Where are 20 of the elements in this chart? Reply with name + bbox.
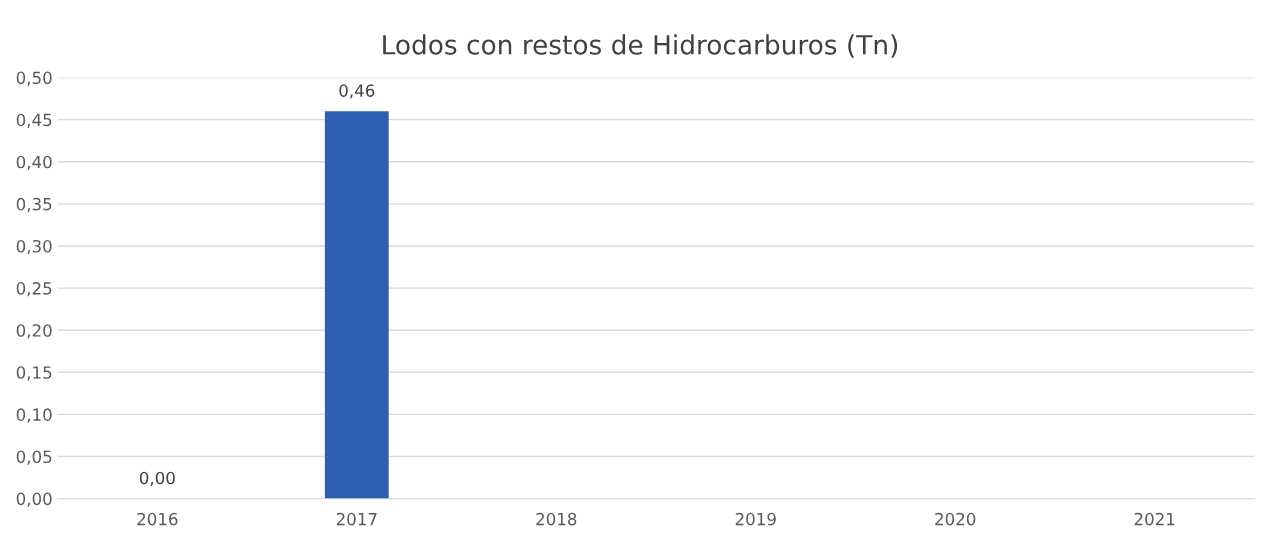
x-tick-label: 2017 <box>336 512 377 526</box>
y-tick-label: 0,00 <box>16 492 52 507</box>
x-tick-label: 2018 <box>536 512 577 526</box>
y-tick-label: 0,30 <box>16 239 52 255</box>
y-tick-label: 0,10 <box>16 408 52 423</box>
x-tick-label: 2021 <box>1134 512 1175 526</box>
x-tick-label: 2020 <box>935 512 976 526</box>
y-tick-label: 0,25 <box>16 282 52 297</box>
y-tick-label: 0,05 <box>16 450 52 465</box>
y-tick-label: 0,35 <box>16 197 52 213</box>
y-tick-label: 0,15 <box>16 366 52 381</box>
y-tick-label: 0,40 <box>16 155 52 171</box>
y-tick-label: 0,50 <box>16 71 52 86</box>
x-tick-label: 2019 <box>735 512 776 526</box>
y-tick-label: 0,45 <box>16 113 52 128</box>
x-tick-label: 2016 <box>137 512 178 526</box>
data-label: 0,46 <box>339 84 375 99</box>
y-tick-label: 0,20 <box>16 324 52 339</box>
data-label: 0,00 <box>139 471 175 486</box>
chart-title: Lodos con restos de Hidrocarburos (Tn) <box>383 34 898 58</box>
